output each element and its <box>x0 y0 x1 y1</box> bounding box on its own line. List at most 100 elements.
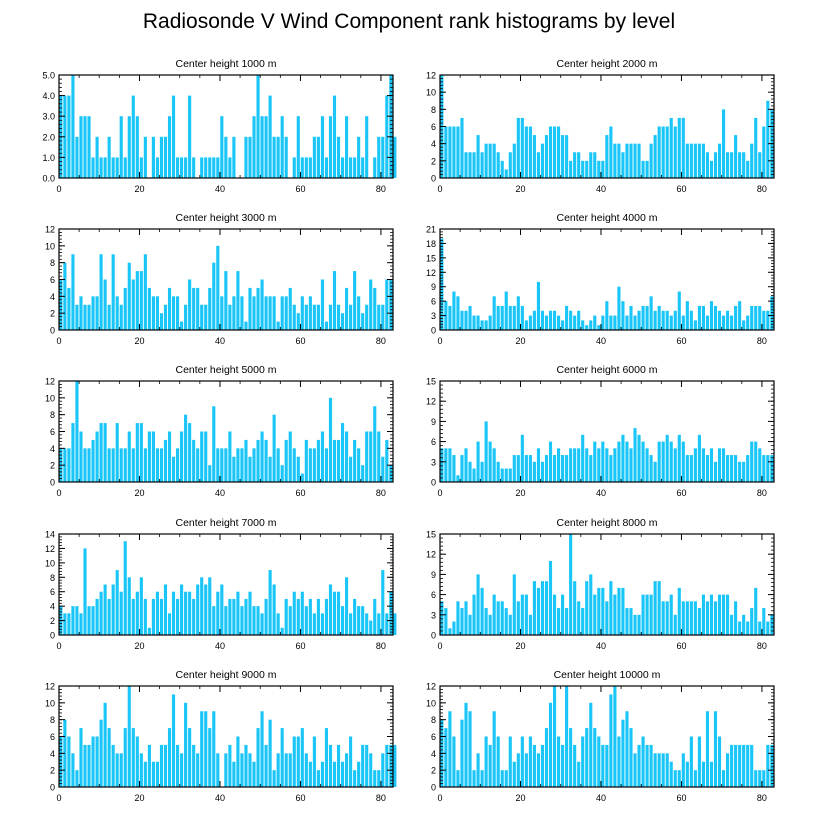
histogram-bar <box>625 608 629 635</box>
histogram-bar <box>709 160 714 178</box>
histogram-bar <box>693 448 697 482</box>
histogram-bar <box>83 116 87 178</box>
histogram-bar <box>208 287 212 330</box>
histogram-bar <box>340 761 345 787</box>
y-tick-label: 12 <box>45 682 55 692</box>
histogram-bar <box>103 157 107 178</box>
histogram-bar <box>143 448 147 482</box>
histogram-bar <box>115 753 119 787</box>
y-tick-label: 3 <box>431 311 436 321</box>
histogram-bar <box>67 95 71 178</box>
histogram-panel: Center height 5000 m 0 2 4 6 8 10 12 0 20 40 60 80 <box>45 364 394 498</box>
histogram-bar <box>67 287 71 330</box>
histogram-bar <box>131 598 135 635</box>
histogram-bar <box>448 448 452 482</box>
x-tick-label: 20 <box>515 336 525 346</box>
plot-frame <box>439 228 775 331</box>
histogram-bar <box>119 304 123 330</box>
histogram-bar <box>389 279 393 330</box>
histogram-bar <box>99 254 103 330</box>
y-tick-label: 0 <box>431 326 436 336</box>
x-tick-label: 40 <box>596 793 606 803</box>
x-tick-label: 60 <box>295 184 305 194</box>
histogram-bar <box>272 770 276 787</box>
histogram-bar <box>385 613 389 635</box>
histogram-bar <box>581 320 585 330</box>
histogram-bar <box>248 287 252 330</box>
histogram-bar <box>324 321 329 330</box>
histogram-bar <box>99 719 103 787</box>
histogram-bar <box>357 296 361 330</box>
histogram-bar <box>609 581 613 635</box>
y-tick-label: 4 <box>50 444 55 454</box>
histogram-bar <box>524 455 528 482</box>
histogram-bar <box>766 621 770 635</box>
histogram-bar <box>565 686 569 787</box>
histogram-bar <box>75 606 79 635</box>
histogram-bar <box>512 305 516 330</box>
histogram-bar <box>524 594 528 635</box>
histogram-bar <box>556 126 561 178</box>
histogram-bar <box>228 157 232 178</box>
histogram-bar <box>377 136 381 178</box>
histogram-bar <box>252 448 256 482</box>
y-tick-label: 12 <box>45 225 55 235</box>
histogram-bar <box>701 143 705 178</box>
histogram-bar <box>151 296 155 330</box>
histogram-bar <box>79 613 83 635</box>
histogram-bar <box>357 761 361 787</box>
histogram-bar <box>103 279 107 330</box>
histogram-bar <box>661 126 665 178</box>
histogram-bar <box>216 157 220 178</box>
y-tick-label: 3 <box>431 610 436 620</box>
histogram-bar <box>460 719 464 787</box>
histogram-bar <box>577 601 581 635</box>
histogram-bar <box>746 744 750 787</box>
histogram-bar <box>83 448 87 482</box>
histogram-bar <box>621 301 625 330</box>
histogram-bar <box>361 157 365 178</box>
histogram-bar <box>336 591 341 635</box>
histogram-bar <box>532 581 536 635</box>
histogram-bar <box>516 117 520 178</box>
histogram-bar <box>677 434 681 482</box>
histogram-bar <box>528 315 532 330</box>
histogram-bar <box>641 305 645 330</box>
histogram-bar <box>228 304 232 330</box>
histogram-bar <box>272 296 276 330</box>
histogram-bar <box>288 287 292 330</box>
histogram-bar <box>336 136 341 178</box>
histogram-bar <box>123 541 127 635</box>
histogram-bar <box>717 736 722 787</box>
histogram-bar <box>349 736 353 787</box>
histogram-bar <box>175 598 180 635</box>
histogram-bar <box>204 584 208 635</box>
histogram-bar <box>212 711 216 787</box>
histogram-bar <box>629 448 633 482</box>
histogram-bar <box>701 305 705 330</box>
histogram-bar <box>147 744 151 787</box>
histogram-bar <box>649 143 653 178</box>
histogram-bar <box>689 143 693 178</box>
histogram-bar <box>357 136 361 178</box>
histogram-bar <box>200 577 204 635</box>
histogram-bar <box>312 304 316 330</box>
histogram-bar <box>613 315 617 330</box>
histogram-bar <box>385 95 389 178</box>
x-tick-label: 60 <box>676 641 686 651</box>
histogram-bar <box>232 598 236 635</box>
plot-frame <box>439 380 775 483</box>
histogram-bar <box>456 770 460 787</box>
histogram-bar <box>59 279 63 330</box>
histogram-bar <box>738 301 742 330</box>
histogram-bar <box>67 448 71 482</box>
histogram-bar <box>532 135 536 178</box>
histogram-bar <box>581 160 585 178</box>
histogram-bar <box>184 702 188 787</box>
histogram-bar <box>677 291 681 330</box>
histogram-bar <box>296 456 300 482</box>
histogram-bar <box>264 744 268 787</box>
histogram-bar <box>609 126 613 178</box>
histogram-bar <box>573 448 577 482</box>
histogram-bar <box>713 601 718 635</box>
